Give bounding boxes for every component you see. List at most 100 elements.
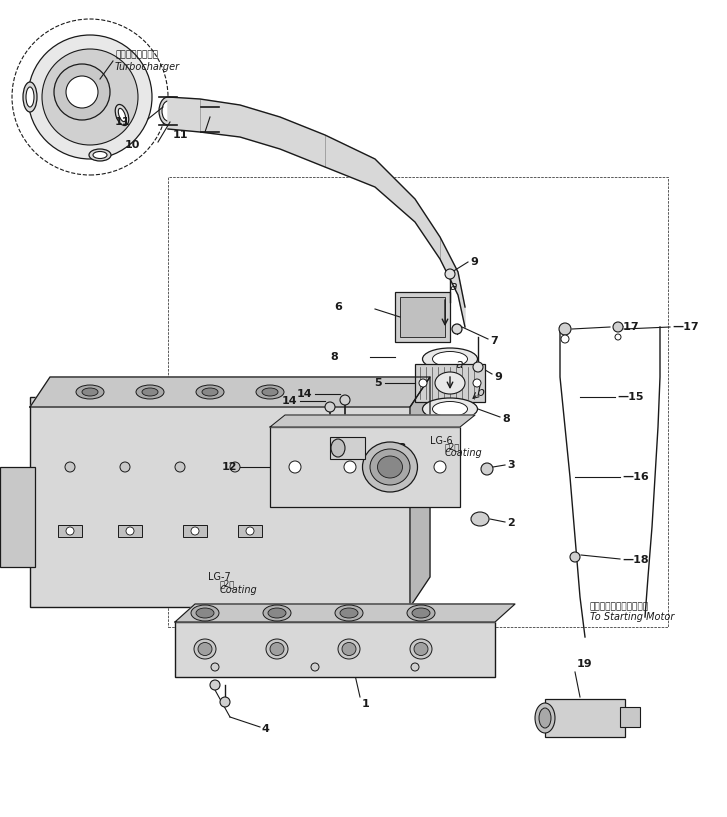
Circle shape xyxy=(434,461,446,473)
Text: LG-7: LG-7 xyxy=(208,572,230,582)
Text: LG-6: LG-6 xyxy=(430,436,453,446)
Circle shape xyxy=(452,324,462,334)
Ellipse shape xyxy=(119,109,126,122)
Ellipse shape xyxy=(204,109,216,129)
Bar xyxy=(330,437,365,459)
Ellipse shape xyxy=(377,456,403,478)
Text: Turbocharger: Turbocharger xyxy=(115,62,180,72)
Ellipse shape xyxy=(414,642,428,655)
Circle shape xyxy=(613,322,623,332)
Circle shape xyxy=(54,64,110,120)
Bar xyxy=(545,699,625,737)
Text: 11: 11 xyxy=(172,130,188,140)
Text: b: b xyxy=(400,468,408,481)
Circle shape xyxy=(344,461,356,473)
Ellipse shape xyxy=(422,348,478,370)
Text: a: a xyxy=(449,280,457,293)
Circle shape xyxy=(325,402,335,412)
Text: 9: 9 xyxy=(470,257,478,267)
Ellipse shape xyxy=(433,401,467,417)
Bar xyxy=(238,525,262,537)
Ellipse shape xyxy=(196,608,214,618)
Text: 8: 8 xyxy=(330,352,338,362)
Text: Coating: Coating xyxy=(220,585,258,595)
Bar xyxy=(400,297,445,337)
Ellipse shape xyxy=(191,605,219,621)
Ellipse shape xyxy=(270,642,284,655)
Ellipse shape xyxy=(263,605,291,621)
Circle shape xyxy=(419,379,427,387)
Ellipse shape xyxy=(471,512,489,526)
Text: 㘁2市: 㘁2市 xyxy=(445,443,460,452)
Circle shape xyxy=(211,663,219,671)
Text: 㘁2市: 㘁2市 xyxy=(220,579,236,588)
Circle shape xyxy=(285,462,295,472)
Text: 1: 1 xyxy=(362,699,370,709)
Bar xyxy=(415,364,485,402)
Bar xyxy=(270,427,460,507)
Text: 14: 14 xyxy=(297,389,312,399)
Bar xyxy=(58,525,82,537)
Ellipse shape xyxy=(342,642,356,655)
Ellipse shape xyxy=(539,708,551,728)
Circle shape xyxy=(210,680,220,690)
Text: 9: 9 xyxy=(494,372,502,382)
Ellipse shape xyxy=(198,642,212,655)
Ellipse shape xyxy=(115,105,129,126)
Text: —15: —15 xyxy=(617,392,643,402)
Ellipse shape xyxy=(363,442,417,492)
Ellipse shape xyxy=(82,388,98,396)
Circle shape xyxy=(340,462,350,472)
Polygon shape xyxy=(168,97,465,327)
Text: To Starting Motor: To Starting Motor xyxy=(590,612,675,622)
Polygon shape xyxy=(30,377,430,407)
Circle shape xyxy=(311,663,319,671)
Circle shape xyxy=(120,462,130,472)
Ellipse shape xyxy=(26,87,34,107)
Text: —18: —18 xyxy=(622,555,648,565)
Circle shape xyxy=(340,395,350,405)
Text: 5: 5 xyxy=(374,378,382,388)
Text: 3: 3 xyxy=(507,460,515,470)
Bar xyxy=(175,622,495,677)
Polygon shape xyxy=(410,377,430,607)
Ellipse shape xyxy=(338,639,360,659)
Text: 13: 13 xyxy=(392,443,407,453)
Bar xyxy=(183,525,207,537)
Ellipse shape xyxy=(435,372,465,394)
Text: 11: 11 xyxy=(114,117,130,127)
Text: —17: —17 xyxy=(672,322,699,332)
Text: —17: —17 xyxy=(612,322,638,332)
Circle shape xyxy=(126,527,134,535)
Ellipse shape xyxy=(159,97,177,125)
Ellipse shape xyxy=(370,449,410,485)
Circle shape xyxy=(481,463,493,475)
Text: ターボチャージャ: ターボチャージャ xyxy=(115,51,158,60)
Circle shape xyxy=(66,527,74,535)
Polygon shape xyxy=(175,604,515,622)
Text: 10: 10 xyxy=(124,140,140,150)
Bar xyxy=(118,525,142,537)
Ellipse shape xyxy=(331,439,345,457)
Ellipse shape xyxy=(162,101,174,121)
Ellipse shape xyxy=(412,608,430,618)
Circle shape xyxy=(42,49,138,145)
Ellipse shape xyxy=(256,385,284,399)
Text: —16: —16 xyxy=(622,472,648,482)
Circle shape xyxy=(220,697,230,707)
Circle shape xyxy=(411,663,419,671)
Ellipse shape xyxy=(196,385,224,399)
Text: スターティングモータヘ: スターティングモータヘ xyxy=(590,602,649,611)
Circle shape xyxy=(570,552,580,562)
Circle shape xyxy=(191,527,199,535)
Ellipse shape xyxy=(23,82,37,112)
Circle shape xyxy=(445,269,455,279)
Text: 2: 2 xyxy=(507,518,515,528)
Ellipse shape xyxy=(89,149,111,161)
Text: 14: 14 xyxy=(281,396,297,406)
Ellipse shape xyxy=(335,605,363,621)
Text: 4: 4 xyxy=(262,724,270,734)
Text: 8: 8 xyxy=(502,414,510,424)
Ellipse shape xyxy=(194,639,216,659)
Ellipse shape xyxy=(201,105,219,133)
